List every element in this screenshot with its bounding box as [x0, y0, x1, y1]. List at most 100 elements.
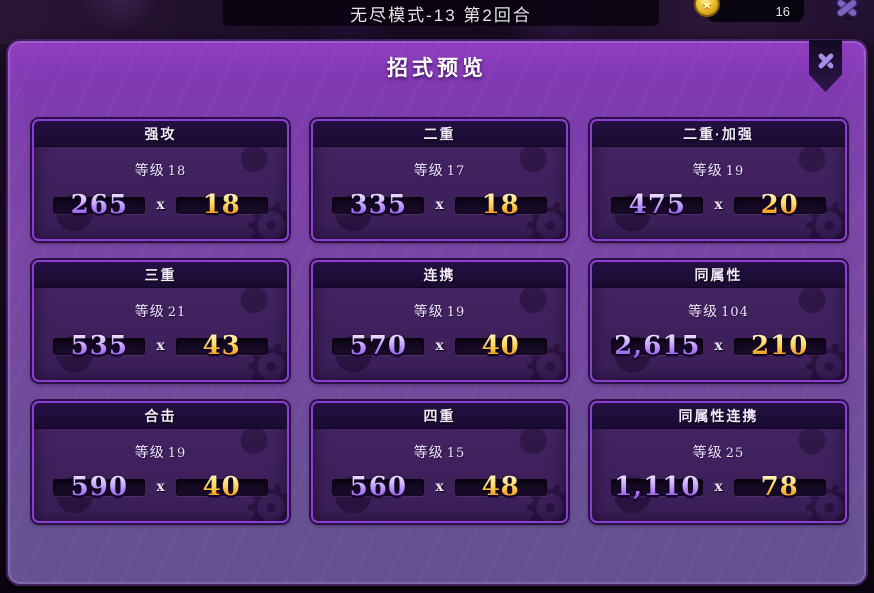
- skill-damage-row: 475 x 20: [592, 183, 845, 227]
- menu-shield-button[interactable]: [830, 0, 864, 20]
- skill-card-header: 同属性连携: [592, 403, 845, 429]
- skill-card-header: 二重: [313, 121, 566, 147]
- hits-pill: 210: [733, 333, 826, 359]
- power-pill: 590: [53, 474, 146, 500]
- skill-name: 同属性: [694, 266, 743, 283]
- skill-level: 等级 17: [313, 160, 566, 180]
- skill-card-header: 连携: [313, 262, 566, 288]
- skill-name: 合击: [144, 407, 177, 424]
- level-label: 等级: [692, 444, 723, 460]
- level-label: 等级: [413, 444, 444, 460]
- skill-level: 等级 18: [34, 160, 287, 180]
- skill-damage-row: 560 x 48: [313, 465, 566, 509]
- multiply-symbol: x: [156, 197, 165, 213]
- multiply-symbol: x: [714, 479, 723, 495]
- power-value: 590: [70, 472, 128, 502]
- level-value: 19: [725, 164, 745, 179]
- power-value: 335: [349, 190, 407, 220]
- skill-level: 等级 19: [34, 442, 287, 462]
- skill-name: 同属性连携: [678, 407, 759, 424]
- power-pill: 570: [332, 333, 425, 359]
- multiply-symbol: x: [714, 197, 723, 213]
- level-label: 等级: [688, 303, 719, 319]
- skill-damage-row: 265 x 18: [34, 183, 287, 227]
- level-value: 17: [446, 164, 466, 179]
- star-glyph: ★: [701, 0, 713, 12]
- close-button[interactable]: [809, 40, 842, 92]
- skill-name: 强攻: [144, 125, 177, 142]
- power-pill: 1,110: [611, 474, 704, 500]
- level-label: 等级: [413, 303, 444, 319]
- skill-damage-row: 570 x 40: [313, 324, 566, 368]
- hits-value: 210: [751, 331, 809, 361]
- hits-pill: 43: [175, 333, 268, 359]
- hits-pill: 18: [175, 192, 268, 218]
- level-label: 等级: [134, 444, 165, 460]
- level-value: 104: [721, 305, 749, 320]
- skill-name: 连携: [423, 266, 456, 283]
- hits-pill: 40: [454, 333, 547, 359]
- hits-value: 48: [481, 472, 520, 502]
- hits-pill: 20: [733, 192, 826, 218]
- level-value: 19: [446, 305, 466, 320]
- power-value: 560: [349, 472, 407, 502]
- crossed-hammers-icon: [836, 0, 858, 18]
- star-coin-icon: ★: [694, 0, 720, 17]
- skill-card-header: 强攻: [34, 121, 287, 147]
- level-label: 等级: [134, 303, 165, 319]
- coin-count: 16: [775, 3, 790, 19]
- skill-damage-row: 1,110 x 78: [592, 465, 845, 509]
- power-value: 535: [70, 331, 128, 361]
- multiply-symbol: x: [156, 479, 165, 495]
- skill-card-header: 三重: [34, 262, 287, 288]
- skill-level: 等级 19: [313, 301, 566, 321]
- power-value: 2,615: [614, 331, 701, 361]
- skill-level: 等级 19: [592, 160, 845, 180]
- skill-level: 等级 104: [592, 301, 845, 321]
- skill-damage-row: 590 x 40: [34, 465, 287, 509]
- multiply-symbol: x: [435, 197, 444, 213]
- skill-card-header: 四重: [313, 403, 566, 429]
- hits-value: 40: [481, 331, 520, 361]
- skill-level: 等级 15: [313, 442, 566, 462]
- hits-value: 18: [481, 190, 520, 220]
- skill-name: 二重: [423, 125, 456, 142]
- hits-pill: 48: [454, 474, 547, 500]
- hits-pill: 78: [733, 474, 826, 500]
- hits-value: 20: [760, 190, 799, 220]
- level-value: 21: [167, 305, 187, 320]
- power-pill: 535: [53, 333, 146, 359]
- skill-level: 等级 25: [592, 442, 845, 462]
- skill-damage-row: 535 x 43: [34, 324, 287, 368]
- hits-value: 78: [760, 472, 799, 502]
- skill-damage-row: 335 x 18: [313, 183, 566, 227]
- power-pill: 560: [332, 474, 425, 500]
- power-pill: 265: [53, 192, 146, 218]
- multiply-symbol: x: [435, 479, 444, 495]
- skill-card-header: 合击: [34, 403, 287, 429]
- level-value: 15: [446, 446, 466, 461]
- power-value: 1,110: [614, 472, 701, 502]
- skill-name: 四重: [423, 407, 456, 424]
- level-label: 等级: [134, 162, 165, 178]
- close-x-icon: [817, 52, 835, 70]
- level-label: 等级: [692, 162, 723, 178]
- game-background: 无尽模式-13 第2回合 16 ★: [0, 0, 874, 44]
- dialog-title: 招式预览: [387, 57, 487, 80]
- power-pill: 335: [332, 192, 425, 218]
- level-value: 19: [167, 446, 187, 461]
- power-value: 265: [70, 190, 128, 220]
- multiply-symbol: x: [714, 338, 723, 354]
- skill-name: 三重: [144, 266, 177, 283]
- multiply-symbol: x: [435, 338, 444, 354]
